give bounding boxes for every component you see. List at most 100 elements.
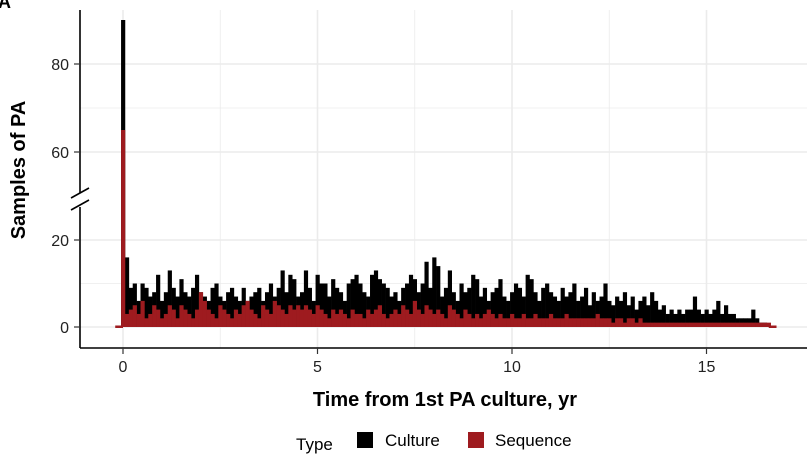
bar-sequence-51 xyxy=(319,309,324,327)
bar-sequence-90 xyxy=(471,318,476,327)
bar-sequence-15 xyxy=(179,305,184,327)
bar-culture-73 xyxy=(405,283,410,327)
bar-sequence-103 xyxy=(521,313,526,327)
bar-sequence-46 xyxy=(299,309,305,327)
bar-sequence-49 xyxy=(311,313,316,327)
bar-sequence-123 xyxy=(599,318,604,327)
bar-culture-80 xyxy=(432,257,437,327)
bar-sequence-23 xyxy=(210,313,215,327)
bar-culture-142 xyxy=(673,313,678,327)
bar-sequence-20 xyxy=(198,292,204,327)
bar-sequence-151 xyxy=(708,322,713,327)
bar-sequence-140 xyxy=(665,322,670,327)
bar-zero-left xyxy=(115,325,123,328)
bar-sequence-19 xyxy=(194,309,200,327)
y-tick-label-20: 20 xyxy=(51,233,69,250)
legend-swatch-sequence xyxy=(468,432,484,448)
bar-sequence-143 xyxy=(677,322,682,327)
bar-sequence-67 xyxy=(381,313,386,327)
bar-sequence-159 xyxy=(739,322,744,327)
bar-culture-11 xyxy=(163,292,169,327)
legend: Type Culture Sequence xyxy=(296,431,572,454)
bar-culture-149 xyxy=(700,313,705,327)
bar-sequence-125 xyxy=(607,318,612,327)
bar-culture-10 xyxy=(159,300,165,327)
bar-culture-157 xyxy=(731,313,736,327)
bar-sequence-45 xyxy=(296,305,301,327)
bar-culture-101 xyxy=(513,283,519,327)
bar-culture-38 xyxy=(268,283,274,327)
bar-culture-79 xyxy=(428,287,433,327)
bar-sequence-98 xyxy=(502,318,507,327)
bar-sequence-114 xyxy=(564,313,569,327)
bar-culture-130 xyxy=(626,305,631,327)
bar-culture-118 xyxy=(580,296,585,327)
bar-sequence-136 xyxy=(650,322,655,327)
y-tick-label-80: 80 xyxy=(51,57,69,74)
bar-culture-44 xyxy=(292,279,297,327)
bar-sequence-4 xyxy=(136,313,141,327)
bar-culture-60 xyxy=(354,274,359,327)
bar-culture-58 xyxy=(346,283,351,327)
bar-culture-131 xyxy=(630,296,635,327)
bar-sequence-73 xyxy=(405,309,410,327)
bar-sequence-129 xyxy=(622,322,628,327)
bar-culture-106 xyxy=(533,292,538,327)
bar-sequence-161 xyxy=(747,322,752,327)
bar-culture-78 xyxy=(424,261,429,327)
bar-culture-9 xyxy=(156,274,161,327)
bar-sequence-44 xyxy=(292,309,297,327)
bar-culture-98 xyxy=(502,296,507,327)
bar-sequence-0 xyxy=(121,130,126,327)
bar-sequence-100 xyxy=(510,313,515,327)
bar-sequence-132 xyxy=(634,322,639,327)
x-ticks: 0 5 10 15 xyxy=(119,348,716,376)
bar-culture-47 xyxy=(303,270,309,327)
bar-sequence-65 xyxy=(373,309,379,327)
bar-culture-15 xyxy=(179,279,184,327)
bar-culture-123 xyxy=(599,296,604,327)
bar-sequence-9 xyxy=(156,309,161,327)
bar-sequence-121 xyxy=(591,318,596,327)
bar-culture-14 xyxy=(175,296,180,327)
bar-sequence-162 xyxy=(751,322,756,327)
bar-sequence-94 xyxy=(486,309,491,327)
bar-sequence-53 xyxy=(327,318,332,327)
bar-sequence-158 xyxy=(735,322,740,327)
bar-culture-139 xyxy=(661,305,666,327)
break-mark-1 xyxy=(70,187,90,199)
legend-title: Type xyxy=(296,435,333,454)
bar-culture-96 xyxy=(494,287,499,327)
bar-sequence-147 xyxy=(692,322,698,327)
bar-culture-62 xyxy=(362,292,367,327)
bar-sequence-101 xyxy=(513,318,519,327)
bar-culture-53 xyxy=(327,296,332,327)
bar-sequence-131 xyxy=(630,318,635,327)
bar-sequence-89 xyxy=(467,313,472,327)
bar-culture-115 xyxy=(568,292,573,327)
bar-sequence-59 xyxy=(350,309,355,327)
bar-sequence-96 xyxy=(494,318,499,327)
bar-sequence-40 xyxy=(276,305,281,327)
bar-sequence-82 xyxy=(440,313,445,327)
bar-sequence-8 xyxy=(152,305,157,327)
bar-sequence-130 xyxy=(626,318,631,327)
bar-culture-150 xyxy=(704,309,709,327)
bar-sequence-135 xyxy=(646,322,651,327)
axes xyxy=(70,10,807,349)
bar-sequence-56 xyxy=(338,309,344,327)
bar-sequence-97 xyxy=(498,313,503,327)
bar-sequence-149 xyxy=(700,322,705,327)
bar-sequence-66 xyxy=(377,305,382,327)
bar-zero-right xyxy=(768,325,777,328)
bar-sequence-128 xyxy=(618,318,624,327)
bar-sequence-43 xyxy=(288,305,293,327)
bar-sequence-60 xyxy=(354,313,359,327)
bar-culture-148 xyxy=(696,309,701,327)
bar-sequence-11 xyxy=(163,313,169,327)
y-ticks: 0 20 60 80 xyxy=(51,57,80,337)
bar-sequence-165 xyxy=(762,322,768,327)
bar-culture-91 xyxy=(475,279,480,327)
bar-culture-23 xyxy=(210,287,215,327)
bar-sequence-118 xyxy=(580,318,585,327)
